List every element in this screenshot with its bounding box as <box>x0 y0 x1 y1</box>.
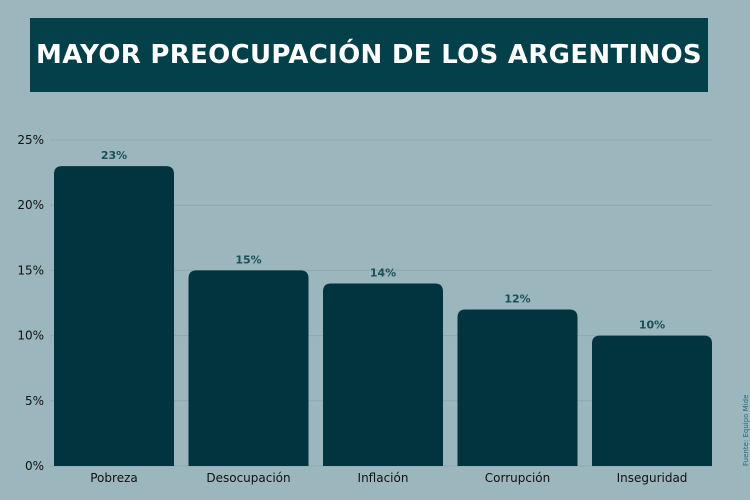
data-label: 10% <box>639 319 665 332</box>
bar <box>188 270 309 466</box>
data-label: 14% <box>370 266 396 279</box>
y-tick-label: 20% <box>17 198 44 212</box>
data-label: 12% <box>504 293 530 306</box>
x-tick-label: Corrupción <box>485 471 550 485</box>
bar <box>592 335 712 466</box>
y-tick-label: 5% <box>25 394 44 408</box>
x-tick-label: Pobreza <box>90 471 137 485</box>
bar <box>457 309 578 466</box>
data-label: 15% <box>235 253 261 266</box>
chart-title: MAYOR PREOCUPACIÓN DE LOS ARGENTINOS <box>30 18 708 92</box>
bar <box>54 166 174 466</box>
bar <box>323 283 443 466</box>
y-tick-label: 15% <box>17 263 44 277</box>
data-label: 23% <box>101 149 127 162</box>
source-note: Fuente: Equipo Mide <box>742 394 750 466</box>
x-tick-label: Inflación <box>358 471 409 485</box>
y-tick-label: 0% <box>25 459 44 473</box>
x-tick-label: Inseguridad <box>617 471 688 485</box>
x-tick-label: Desocupación <box>206 471 290 485</box>
y-tick-label: 10% <box>17 329 44 343</box>
y-tick-label: 25% <box>17 133 44 147</box>
